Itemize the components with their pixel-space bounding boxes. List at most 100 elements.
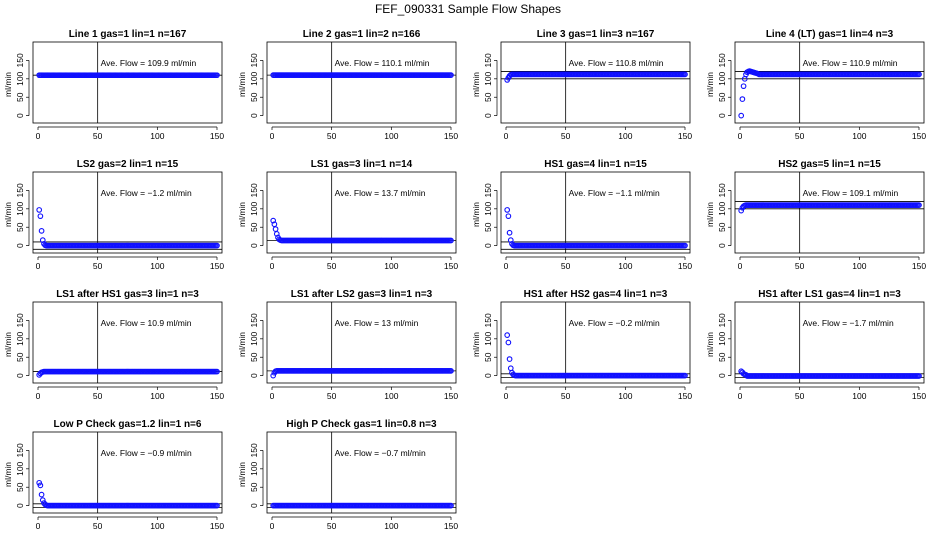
y-tick-label: 50: [15, 482, 25, 492]
data-points: [270, 502, 454, 509]
x-tick-label: 50: [93, 261, 103, 271]
data-point: [740, 83, 747, 90]
y-axis-label: ml/min: [3, 332, 13, 357]
flow-panel: HS1 gas=4 lin=1 n=150 50 100 150050100150ml…: [471, 159, 692, 271]
y-tick-label: 150: [15, 183, 25, 197]
data-point: [270, 372, 277, 379]
x-tick-label: 150: [678, 391, 692, 401]
x-tick-label: 50: [327, 521, 337, 531]
flow-panel: Line 3 gas=1 lin=3 n=167 0 50 100 150 0 50 100 1…: [471, 29, 692, 141]
y-tick-label: 0: [483, 243, 493, 248]
y-tick-label: 150: [483, 313, 493, 327]
y-tick-label: 150: [717, 53, 727, 67]
y-tick-label: 50: [717, 222, 727, 232]
flow-panel: High P Check gas=1 lin=0.8 n=3 0 50 100 150 0…: [237, 419, 458, 531]
x-tick-label: 0: [504, 261, 509, 271]
data-point: [738, 207, 745, 214]
y-tick-label: 150: [717, 313, 727, 327]
panel-title: Line 2 gas=1 lin=2 n=166: [303, 29, 421, 40]
data-point: [36, 207, 43, 213]
x-tick-label: 0: [270, 391, 275, 401]
y-tick-label: 150: [249, 313, 259, 327]
y-tick-label: 0: [249, 113, 259, 118]
x-tick-label: 150: [210, 521, 224, 531]
data-point: [38, 491, 45, 498]
data-point: [507, 237, 514, 243]
y-axis-label: ml/min: [705, 72, 715, 97]
x-tick-label: 50: [93, 391, 103, 401]
data-points: [36, 72, 220, 79]
y-tick-label: 50: [249, 222, 259, 232]
x-tick-label: 100: [384, 261, 398, 271]
y-axis-label: ml/min: [3, 202, 13, 227]
x-tick-label: 150: [444, 521, 458, 531]
data-point: [214, 72, 220, 79]
data-point: [916, 373, 922, 379]
data-point: [448, 72, 454, 78]
x-tick-label: 0: [270, 261, 275, 271]
x-tick-label: 50: [795, 391, 805, 401]
x-tick-label: 150: [210, 391, 224, 401]
data-points: [36, 207, 220, 249]
y-tick-label: 150: [15, 443, 25, 457]
data-point: [916, 71, 922, 78]
panel-title: Line 1 gas=1 lin=1 n=167: [69, 29, 187, 40]
data-points: [504, 332, 688, 379]
data-points: [738, 68, 922, 119]
average-flow-annotation: Ave. Flow = 109.9 ml/min: [101, 58, 197, 68]
y-axis-label: ml/min: [237, 202, 247, 227]
flow-panel: LS1 gas=3 lin=1 n=140 50 100 150050100150ml…: [237, 159, 458, 271]
data-point: [448, 237, 454, 244]
y-tick-label: 100: [15, 71, 25, 85]
average-flow-annotation: Ave. Flow = −0.2 ml/min: [569, 318, 660, 328]
y-tick-label: 0: [717, 113, 727, 118]
y-tick-label: 100: [15, 331, 25, 345]
y-tick-label: 100: [249, 201, 259, 215]
x-tick-label: 100: [150, 131, 164, 141]
data-points: [504, 207, 688, 249]
flow-panel: Low P Check gas=1.2 lin=1 n=6 0 50 100 150 0 5…: [3, 419, 224, 531]
x-tick-label: 0: [36, 131, 41, 141]
flow-panel: LS1 after LS2 gas=3 lin=1 n=3 0 50 100 150 0 5…: [237, 289, 458, 401]
data-point: [505, 213, 512, 220]
x-tick-label: 50: [327, 131, 337, 141]
y-axis-label: ml/min: [237, 462, 247, 487]
data-point: [448, 502, 454, 509]
y-axis-label: ml/min: [3, 462, 13, 487]
x-tick-label: 150: [444, 131, 458, 141]
average-flow-annotation: Ave. Flow = 13.7 ml/min: [335, 188, 426, 198]
data-point: [38, 228, 45, 234]
y-tick-label: 0: [15, 373, 25, 378]
data-points: [270, 217, 454, 244]
y-tick-label: 50: [15, 222, 25, 232]
x-tick-label: 150: [210, 261, 224, 271]
x-tick-label: 0: [738, 391, 743, 401]
x-tick-label: 0: [738, 131, 743, 141]
data-point: [506, 229, 513, 236]
y-axis-label: ml/min: [471, 332, 481, 357]
x-tick-label: 100: [618, 261, 632, 271]
x-tick-label: 150: [210, 131, 224, 141]
y-tick-label: 100: [249, 461, 259, 475]
plot-frame: [32, 41, 223, 124]
x-tick-label: 0: [270, 521, 275, 531]
x-tick-label: 0: [504, 391, 509, 401]
average-flow-annotation: Ave. Flow = −0.7 ml/min: [335, 448, 426, 458]
panel-title: Line 4 (LT) gas=1 lin=4 n=3: [766, 29, 894, 40]
average-flow-annotation: Ave. Flow = −1.2 ml/min: [101, 188, 192, 198]
data-point: [214, 368, 220, 375]
data-point: [504, 207, 511, 213]
x-tick-label: 100: [852, 131, 866, 141]
data-points: [270, 368, 454, 379]
average-flow-annotation: Ave. Flow = 110.1 ml/min: [335, 58, 430, 68]
x-tick-label: 50: [93, 521, 103, 531]
average-flow-annotation: Ave. Flow = 13 ml/min: [335, 318, 419, 328]
data-point: [448, 368, 454, 374]
y-tick-label: 100: [717, 201, 727, 215]
data-points: [36, 368, 220, 378]
y-tick-label: 0: [483, 373, 493, 378]
data-point: [39, 497, 46, 503]
plot-frame: [266, 431, 457, 514]
y-tick-label: 100: [15, 201, 25, 215]
y-axis-label: ml/min: [237, 72, 247, 97]
